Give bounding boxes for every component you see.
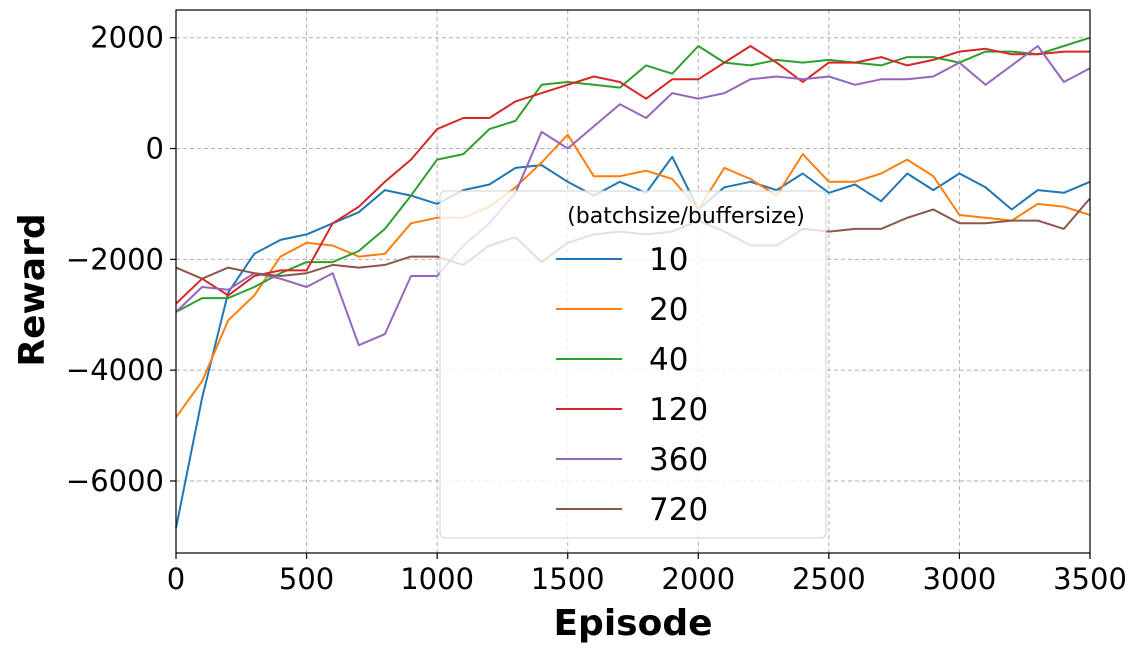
x-tick-label: 1000 — [400, 562, 474, 596]
x-tick-label: 2000 — [661, 562, 735, 596]
legend-label-20: 20 — [649, 292, 688, 328]
x-tick-label: 3000 — [923, 562, 997, 596]
x-tick-label: 2500 — [792, 562, 866, 596]
tick-labels: 0 500 1000 1500 2000 2500 3000 3500 −6000 −4000 −2… — [66, 21, 1127, 596]
x-axis-label: Episode — [553, 603, 712, 644]
legend: (batchsize/buffersize) 10 20 40 120 360 720 — [439, 190, 827, 539]
y-tick-label: −4000 — [66, 353, 164, 387]
x-tick-label: 500 — [279, 562, 334, 596]
legend-label-10: 10 — [649, 242, 688, 278]
legend-title: (batchsize/buffersize) — [567, 204, 805, 229]
series-line-120 — [175, 45, 1090, 305]
x-tick-label: 0 — [167, 562, 185, 596]
legend-items: 10 20 40 120 360 720 — [556, 242, 708, 528]
series-line-20 — [175, 133, 1091, 418]
y-tick-label: 2000 — [90, 21, 164, 55]
legend-label-40: 40 — [649, 342, 688, 378]
legend-label-720: 720 — [649, 492, 708, 528]
legend-label-120: 120 — [649, 392, 708, 428]
legend-label-360: 360 — [649, 442, 708, 478]
plot-frame — [175, 9, 1091, 554]
y-axis-label: Reward — [12, 213, 53, 366]
y-tick-label: 0 — [146, 132, 164, 166]
legend-frame — [439, 190, 827, 539]
x-tick-label: 1500 — [531, 562, 605, 596]
y-tick-label: −6000 — [66, 464, 164, 498]
series-line-360 — [175, 45, 1091, 347]
series-line-10 — [175, 155, 1091, 529]
y-tick-label: −2000 — [66, 242, 164, 276]
x-tick-label: 3500 — [1053, 562, 1127, 596]
ticks — [170, 37, 1091, 559]
